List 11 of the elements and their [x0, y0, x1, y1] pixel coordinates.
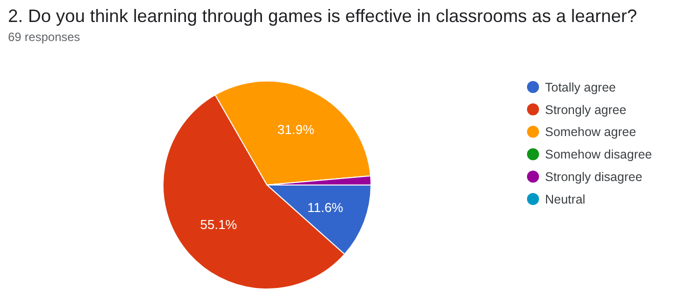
- chart-title: 2. Do you think learning through games is effective in classrooms as a learner?: [8, 6, 637, 26]
- legend-label: Neutral: [545, 192, 586, 206]
- legend-label: Strongly agree: [545, 102, 626, 117]
- legend-label: Somehow agree: [545, 125, 636, 140]
- legend-label: Totally agree: [545, 80, 616, 94]
- data-label: 11.6%: [307, 200, 344, 215]
- text: 69 responses: [8, 30, 80, 44]
- data-label: 55.1%: [200, 216, 238, 232]
- data-label: 31.9%: [277, 122, 315, 138]
- legend-label: Strongly disagree: [545, 170, 642, 184]
- legend-label: Somehow disagree: [545, 148, 652, 162]
